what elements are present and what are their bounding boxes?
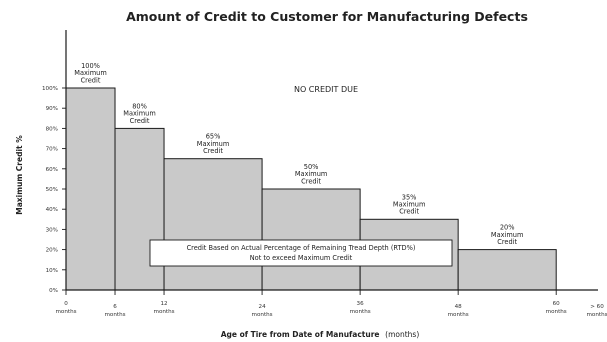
bar-label-4: 35% Maximum Credit	[393, 193, 426, 215]
x-tick-label-line: months	[448, 312, 469, 318]
note-line-1: Credit Based on Actual Percentage of Rem…	[187, 244, 416, 252]
bar-label-line: Credit	[497, 238, 517, 246]
bar-label-line: Credit	[203, 147, 223, 155]
no-credit-annotation: NO CREDIT DUE	[294, 85, 358, 94]
bar-label-line: Credit	[399, 208, 419, 216]
bar-label-line: Maximum	[491, 231, 524, 239]
x-axis-label: Age of Tire from Date of Manufacture (mo…	[221, 330, 420, 339]
y-tick-label: 0%	[49, 288, 58, 294]
y-tick-label: 70%	[46, 147, 58, 153]
x-axis-label-unit: (months)	[385, 330, 419, 339]
bar-label-line: 50%	[304, 163, 319, 171]
x-tick-label: 36 months	[350, 301, 371, 315]
x-tick-label-line: 60	[553, 301, 561, 307]
bar-label-line: Maximum	[197, 140, 230, 148]
x-axis-label-main: Age of Tire from Date of Manufacture	[221, 330, 380, 339]
x-tick-label-line: months	[55, 309, 76, 315]
x-tick-label-line: months	[586, 312, 607, 318]
bar-label-line: 65%	[206, 133, 221, 141]
bar-3	[261, 188, 361, 291]
note-box: Credit Based on Actual Percentage of Rem…	[149, 239, 453, 267]
y-ticks-group: 0% 10% 20% 30% 40% 50% 60% 70% 80% 90% 100%	[42, 86, 66, 294]
bars-group	[65, 87, 557, 291]
y-tick-label: 30%	[46, 227, 58, 233]
bar-label-line: Credit	[130, 117, 150, 125]
bar-label-5: 20% Maximum Credit	[491, 224, 524, 246]
x-tick-label: 24 months	[252, 304, 273, 318]
bar-0	[65, 87, 116, 291]
x-tick-label: 60 months	[546, 301, 567, 315]
bar-label-0: 100% Maximum Credit	[74, 62, 107, 84]
y-axis-label: Maximum Credit %	[15, 135, 24, 215]
y-tick-label: 80%	[46, 126, 58, 132]
bar-label-3: 50% Maximum Credit	[295, 163, 328, 185]
bar-label-line: Maximum	[393, 201, 426, 209]
x-tick-label: 12 months	[154, 301, 175, 315]
bar-label-line: 100%	[81, 62, 100, 70]
x-tick-label: 0 months	[55, 301, 76, 315]
y-tick-label: 40%	[46, 207, 58, 213]
bar-label-line: Credit	[301, 177, 321, 185]
y-tick-label: 10%	[46, 268, 58, 274]
bar-label-line: Maximum	[295, 170, 328, 178]
y-tick-label: 90%	[46, 106, 58, 112]
x-tick-label-line: months	[350, 309, 371, 315]
bar-2	[163, 158, 263, 291]
y-tick-label: 20%	[46, 248, 58, 254]
bar-label-line: Maximum	[74, 69, 107, 77]
chart-title: Amount of Credit to Customer for Manufac…	[126, 9, 528, 24]
bar-label-line: 80%	[132, 102, 147, 110]
bar-label-line: 35%	[402, 193, 417, 201]
x-tick-label-line: 24	[259, 304, 267, 310]
x-tick-label-line: months	[252, 312, 273, 318]
x-tick-label-line: 12	[160, 301, 167, 307]
x-tick-label: 48 months	[448, 304, 469, 318]
bar-label-2: 65% Maximum Credit	[197, 133, 230, 155]
x-tick-label-line: 48	[455, 304, 463, 310]
y-tick-label: 100%	[42, 86, 58, 92]
x-tick-label-line: months	[546, 309, 567, 315]
axes-group	[65, 30, 598, 291]
note-line-2: Not to exceed Maximum Credit	[250, 254, 353, 262]
y-tick-label: 60%	[46, 167, 58, 173]
x-tick-label-line: months	[104, 312, 125, 318]
x-tick-label: > 60 months	[586, 304, 607, 318]
x-tick-label-line: > 60	[590, 304, 604, 310]
note-box-frame	[149, 239, 453, 267]
x-tick-label-line: 6	[113, 304, 117, 310]
x-tick-label-line: 36	[357, 301, 365, 307]
bar-5	[457, 249, 557, 291]
x-tick-label: 6 months	[104, 304, 125, 318]
bar-label-1: 80% Maximum Credit	[123, 102, 156, 124]
bar-label-line: Maximum	[123, 110, 156, 118]
bar-label-line: Credit	[81, 76, 101, 84]
bar-label-line: 20%	[500, 224, 515, 232]
x-tick-label-line: months	[154, 309, 175, 315]
y-tick-label: 50%	[46, 187, 58, 193]
x-tick-label-line: 0	[64, 301, 68, 307]
